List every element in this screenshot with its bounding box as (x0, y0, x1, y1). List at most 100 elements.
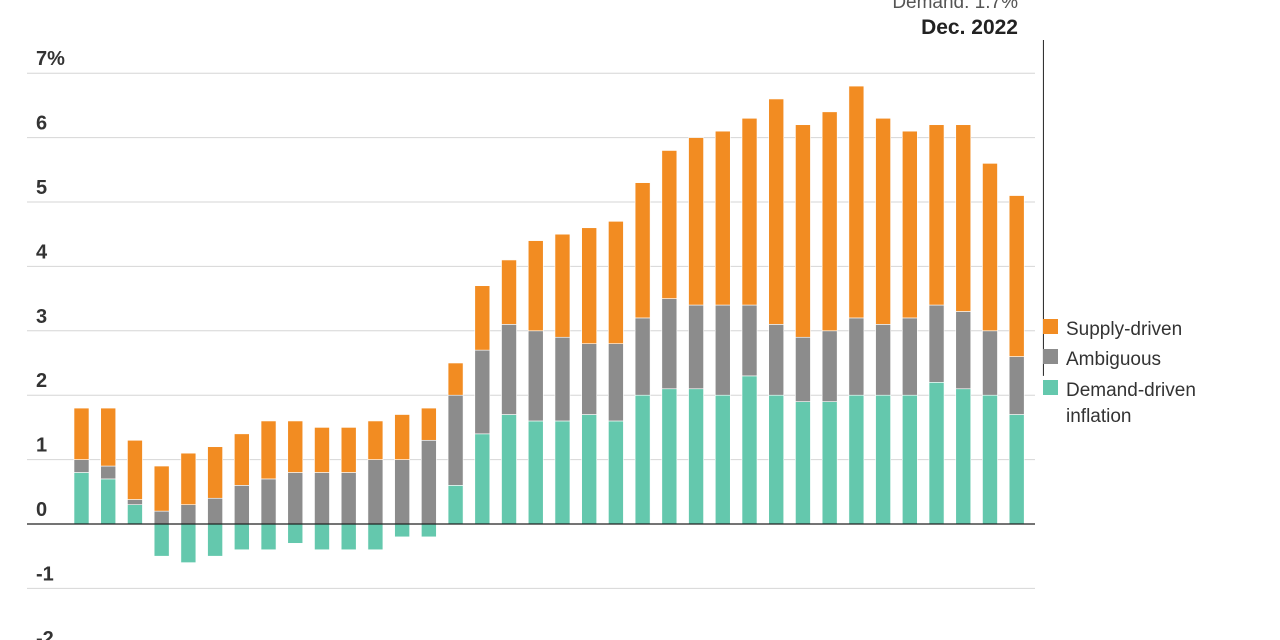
bar-segment-demand-driven-inflation (260, 523, 277, 551)
bar-segment-ambiguous (180, 504, 197, 525)
y-axis-tick-labels: -2 -1 0 1 2 3 4 5 6 7% (36, 48, 65, 640)
bar-segment-demand-driven-inflation (474, 433, 491, 525)
bar-segment-supply-driven (153, 465, 170, 512)
bar-segment-supply-driven (875, 117, 891, 325)
bar-segment-supply-driven (1008, 195, 1025, 357)
bar-segment-ambiguous (527, 330, 544, 422)
bar-segment-demand-driven-inflation (928, 382, 945, 525)
bar-segment-demand-driven-inflation (661, 388, 678, 525)
y-tick-label: 3 (36, 306, 47, 328)
bar-segment-supply-driven (394, 414, 410, 460)
bar-segment-supply-driven (367, 420, 384, 460)
bar-segment-ambiguous (768, 324, 785, 396)
legend-swatch (1043, 319, 1058, 334)
bar-segment-supply-driven (821, 111, 838, 332)
y-tick-label: -2 (36, 628, 54, 640)
bar-segment-supply-driven (902, 130, 918, 319)
bar-segment-demand-driven-inflation (554, 420, 571, 525)
legend-label: Ambiguous (1066, 349, 1161, 370)
bar-segment-demand-driven-inflation (821, 401, 838, 525)
legend-swatch (1043, 349, 1058, 364)
bar-segment-ambiguous (394, 459, 410, 525)
bar-segment-demand-driven-inflation (714, 394, 731, 525)
legend: Supply-driven Ambiguous Demand-driven infla… (1043, 319, 1196, 427)
bar-segment-demand-driven-inflation (795, 401, 811, 525)
bar-segment-demand-driven-inflation (234, 523, 250, 551)
bar-segment-demand-driven-inflation (688, 388, 704, 525)
bar-segment-demand-driven-inflation (608, 420, 624, 525)
bar-segment-demand-driven-inflation (982, 394, 998, 525)
bar-segment-ambiguous (688, 304, 704, 390)
bar-segment-supply-driven (982, 163, 998, 332)
bar-segment-ambiguous (902, 317, 918, 396)
bar-segment-supply-driven (447, 362, 464, 396)
bar-segment-supply-driven (501, 259, 517, 325)
bar-segment-supply-driven (928, 124, 945, 306)
bar-segment-ambiguous (207, 497, 223, 525)
bar-segment-ambiguous (795, 336, 811, 402)
bar-segment-ambiguous (260, 478, 277, 525)
bar-segment-demand-driven-inflation (768, 394, 785, 525)
bar-segment-demand-driven-inflation (581, 414, 597, 525)
bar-segment-ambiguous (474, 349, 491, 435)
y-tick-label: 7% (36, 48, 65, 70)
bar-segment-ambiguous (875, 324, 891, 396)
bar-segment-demand-driven-inflation (421, 523, 437, 538)
y-tick-label: 4 (36, 241, 48, 263)
bar-segment-demand-driven-inflation (848, 394, 865, 525)
bar-segment-demand-driven-inflation (314, 523, 330, 551)
bar-segment-ambiguous (634, 317, 651, 396)
bar-segment-supply-driven (688, 137, 704, 306)
legend-label: Supply-driven (1066, 319, 1182, 340)
bar-segment-supply-driven (634, 182, 651, 319)
bar-segment-supply-driven (421, 407, 437, 441)
callout-date-label: Dec. 2022 (921, 16, 1018, 39)
bar-segment-demand-driven-inflation (73, 472, 90, 525)
bar-segment-ambiguous (314, 472, 330, 525)
bar-segment-ambiguous (554, 336, 571, 422)
callout-demand-label: Demand: 1.7% (892, 0, 1018, 13)
bar-segment-ambiguous (501, 324, 517, 415)
bar-segment-supply-driven (314, 427, 330, 473)
bar-segment-demand-driven-inflation (153, 523, 170, 557)
bar-segment-supply-driven (207, 446, 223, 499)
legend-label: Demand-driven (1066, 380, 1196, 401)
bar-segment-ambiguous (741, 304, 758, 377)
bar-segment-ambiguous (447, 394, 464, 486)
bar-segment-supply-driven (474, 285, 491, 351)
bar-segment-ambiguous (848, 317, 865, 396)
bar-segment-ambiguous (608, 343, 624, 422)
bar-segment-ambiguous (955, 311, 972, 390)
y-tick-label: 5 (36, 177, 47, 199)
bar-segment-ambiguous (581, 343, 597, 415)
bar-segment-demand-driven-inflation (955, 388, 972, 525)
y-tick-label: 0 (36, 499, 47, 521)
bar-segment-ambiguous (821, 330, 838, 402)
bar-segment-supply-driven (234, 433, 250, 486)
bar-segment-demand-driven-inflation (127, 504, 143, 525)
bar-segment-supply-driven (73, 407, 90, 460)
bars (73, 85, 1025, 563)
bar-segment-demand-driven-inflation (340, 523, 357, 551)
bar-segment-supply-driven (340, 427, 357, 473)
bar-segment-demand-driven-inflation (634, 394, 651, 525)
bar-segment-supply-driven (527, 240, 544, 332)
bar-segment-ambiguous (287, 472, 304, 525)
bar-segment-ambiguous (127, 499, 143, 505)
bar-segment-supply-driven (848, 85, 865, 319)
bar-segment-supply-driven (608, 221, 624, 344)
bar-segment-ambiguous (153, 510, 170, 525)
bar-segment-ambiguous (928, 304, 945, 383)
legend-swatch (1043, 380, 1058, 395)
y-tick-label: 2 (36, 370, 47, 392)
bar-segment-ambiguous (1008, 356, 1025, 415)
bar-segment-demand-driven-inflation (902, 394, 918, 525)
bar-segment-ambiguous (73, 459, 90, 473)
y-tick-label: -1 (36, 563, 54, 585)
bar-segment-supply-driven (180, 452, 197, 505)
bar-segment-supply-driven (741, 117, 758, 306)
legend-label: inflation (1066, 406, 1132, 427)
bar-segment-ambiguous (421, 439, 437, 525)
bar-segment-ambiguous (100, 465, 117, 480)
